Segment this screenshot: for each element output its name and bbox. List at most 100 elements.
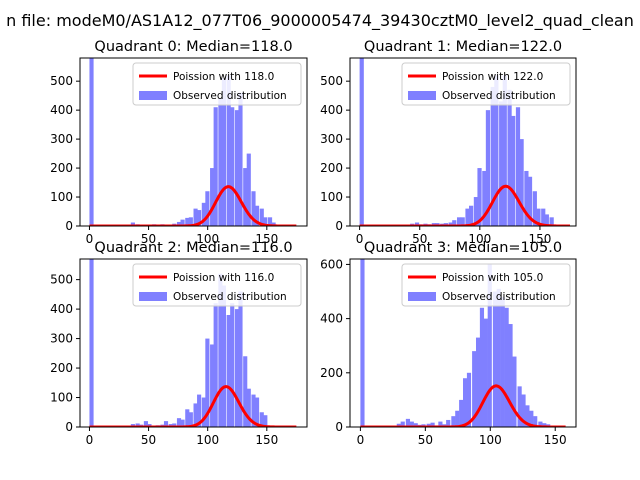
y-tick-label: 400 [320,312,343,326]
histogram-bar [504,307,509,427]
histogram-bar [213,107,218,226]
histogram-bar [263,217,268,226]
histogram-bar [405,418,411,427]
histogram-bar [135,423,140,427]
histogram-bar [525,405,530,427]
histogram-bar [482,170,487,226]
axes-frame [79,57,308,227]
histogram-bar [246,153,251,226]
y-tick-label: 400 [50,302,73,316]
axes-frame [349,258,577,428]
histogram-bar [519,139,524,226]
x-tick-label: 100 [196,433,219,447]
histogram-bar [267,217,273,226]
histogram-bar [210,344,215,427]
subplot-quadrant-1: 0 50 100 150 0 100 200 300 400 500 Quadrant 1: Med… [320,39,577,246]
histogram-bar [448,222,453,226]
histogram-bar [251,191,256,226]
legend-poisson-label-3: Poission with 105.0 [442,272,543,284]
histogram-bar [517,386,522,427]
subplot-title-1: Quadrant 1: Median=122.0 [364,39,562,55]
histogram-bar [529,410,534,427]
histogram-bar [483,318,488,427]
histogram-bar [515,107,521,226]
axes-frame [349,57,577,227]
histogram-bar [188,217,193,226]
histogram-bar [452,220,457,226]
histogram-bar [230,107,235,226]
x-tick-label: 50 [141,232,156,246]
histogram-bar [487,264,492,427]
histogram-bar [544,214,549,226]
poisson-curve [89,185,297,226]
legend-box [401,263,571,307]
x-tick-label: 50 [141,433,156,447]
y-tick-label: 0 [335,219,343,233]
histogram-bar [475,337,481,427]
y-tick-label: 200 [50,161,73,175]
subplot-quadrant-0: 0 50 100 150 0 100 200 300 400 500 Quadrant 0: Med… [50,39,308,246]
histogram-bar [234,309,240,427]
y-tick-label: 100 [50,190,73,204]
legend-box [401,62,571,106]
histogram-bar [512,356,517,427]
histogram-bar [180,219,185,226]
histogram-bar [524,170,529,226]
y-tick-label: 500 [50,273,73,287]
legend-observed-label-2: Observed distribution [173,291,287,303]
histogram-bar [490,86,495,226]
histogram-bar [254,397,260,427]
x-tick-label: 0 [86,433,94,447]
histogram-bar [130,222,135,226]
histogram-bar [409,421,414,427]
y-tick-label: 200 [320,366,343,380]
y-tick-label: 500 [50,74,73,88]
y-tick-label: 0 [65,420,73,434]
legend-observed-label-0: Observed distribution [173,90,287,102]
histogram-bar [226,315,231,427]
histogram-bar [533,416,538,427]
legend-observed-swatch [408,292,436,301]
subplot-quadrant-2: 0 50 100 150 0 100 200 300 400 500 Quadrant 2: Med… [50,240,308,447]
x-tick-label: 150 [255,433,278,447]
histogram-bar [430,422,435,427]
histogram-bar [479,307,485,427]
histogram-bar [193,208,198,226]
histogram-bar [463,378,468,427]
histogram-bar [201,202,206,226]
histogram-bar [451,416,456,427]
histogram-bar [460,217,465,226]
legend-box [132,62,302,106]
y-tick-label: 300 [50,332,73,346]
histogram-bar [188,412,193,427]
histogram-bar [541,208,546,226]
histogram-bar [89,259,94,427]
legend-observed-label-1: Observed distribution [442,90,556,102]
histogram-bar [185,409,190,427]
histogram-bar [218,273,223,427]
y-tick-label: 200 [320,161,343,175]
histogram-bar [360,259,365,427]
histogram-bar [185,217,190,226]
histogram-bar [176,221,182,226]
histogram-bar [259,412,264,427]
histogram-bar [213,303,218,427]
subplot-quadrant-3: 0 50 100 150 0 200 400 600 Quadrant 3: Median=10… [320,240,577,447]
histogram-bar [210,168,215,226]
histogram-bar [477,168,482,226]
histogram-bar [221,285,227,427]
histogram-bar [400,421,405,427]
x-tick-label: 100 [468,232,491,246]
histogram-bar [143,421,148,427]
histogram-bar [459,399,464,427]
y-tick-label: 300 [320,132,343,146]
histogram-bar [465,208,470,226]
histogram-bar [455,410,460,427]
y-tick-label: 100 [50,391,73,405]
histogram-bar [243,356,248,427]
histogram-bar [473,197,479,226]
plot-area-2 [89,259,297,427]
histogram-bar [521,394,526,427]
histogram-bar [221,78,227,226]
